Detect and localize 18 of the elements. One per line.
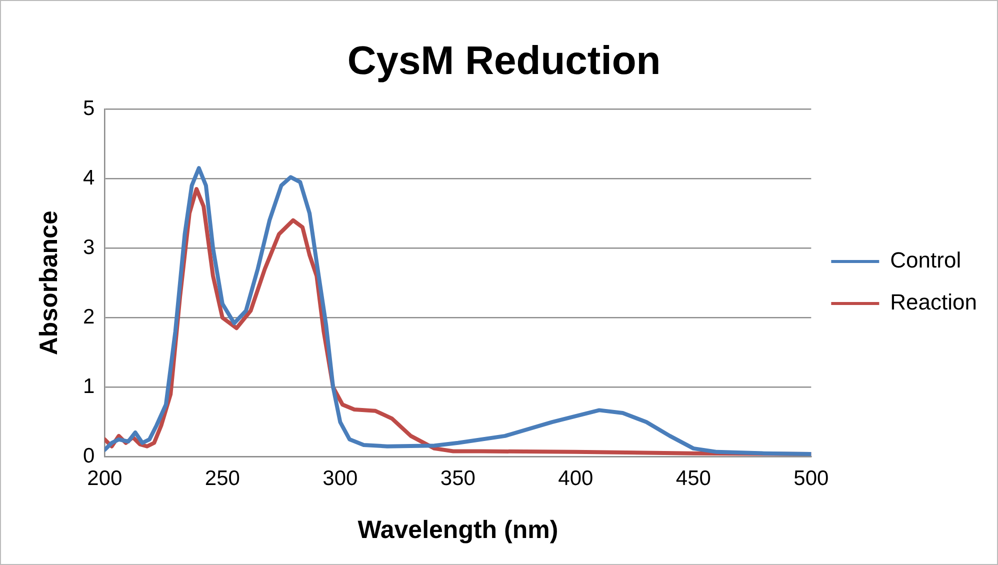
y-tick-label: 4 (82, 166, 95, 190)
x-tick-label: 450 (676, 467, 711, 490)
legend-label: Control (890, 248, 962, 273)
y-tick-label: 0 (82, 444, 95, 468)
y-tick-label: 1 (82, 375, 95, 398)
y-tick-label: 2 (82, 305, 95, 328)
y-axis-title: Absorbance (34, 210, 63, 356)
x-tick-label: 200 (87, 467, 122, 490)
legend-label: Reaction (890, 290, 978, 315)
y-tick-label: 3 (82, 236, 95, 259)
x-tick-label: 350 (440, 467, 476, 490)
x-tick-label: 300 (322, 467, 358, 490)
x-axis-title: Wavelength (nm) (358, 516, 558, 544)
chart-title: CysM Reduction (347, 39, 661, 84)
x-tick-label: 400 (558, 467, 594, 490)
x-tick-label: 250 (204, 467, 240, 490)
x-tick-label: 500 (794, 467, 829, 490)
y-tick-label: 5 (82, 96, 95, 120)
